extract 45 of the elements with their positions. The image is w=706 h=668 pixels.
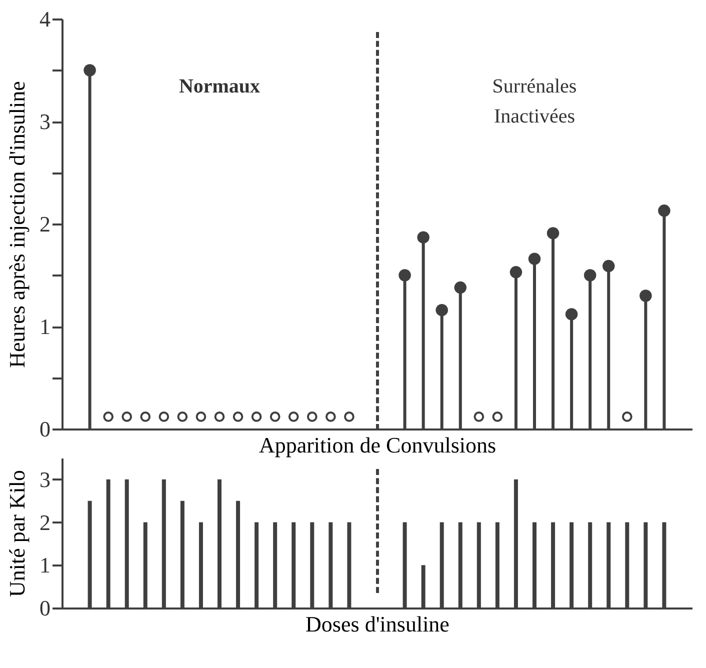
point [454, 281, 467, 294]
point [565, 308, 578, 320]
point [122, 412, 132, 422]
point [214, 412, 225, 422]
point [251, 412, 262, 422]
y-tick-label: 1 [40, 552, 50, 578]
point [140, 412, 151, 422]
point [546, 227, 560, 240]
point [436, 304, 448, 316]
x-axis-title: Apparition de Convulsions [258, 432, 496, 458]
annotation: Normaux [178, 75, 260, 98]
y-tick-label: 3 [40, 466, 50, 492]
point [640, 290, 652, 302]
point [398, 269, 411, 282]
point [232, 412, 244, 422]
point [288, 412, 299, 422]
y-tick-label: 2 [40, 212, 50, 236]
point [325, 412, 336, 422]
point [528, 252, 541, 265]
y-tick-label: 0 [40, 416, 50, 442]
point [177, 412, 188, 422]
y-tick-label: 0 [40, 596, 50, 620]
point [196, 412, 206, 422]
point [417, 231, 430, 244]
y-axis-title: Unité par Kilo [4, 470, 30, 598]
point [270, 412, 280, 422]
y-tick-label: 4 [40, 6, 50, 32]
y-tick-label: 2 [40, 510, 50, 535]
point [344, 412, 354, 422]
point [584, 269, 596, 282]
point [474, 412, 484, 422]
point [510, 266, 522, 278]
annotation: Surrénales Inactivées [492, 75, 577, 128]
point [658, 204, 670, 217]
point [84, 64, 96, 76]
y-axis-title: Heures après injection d'insuline [4, 81, 30, 368]
point [622, 412, 632, 422]
y-tick-label: 1 [40, 314, 50, 339]
x-axis-title: Doses d'insuline [306, 612, 450, 636]
point [158, 412, 170, 422]
point [306, 412, 318, 422]
point [492, 412, 503, 422]
point [103, 412, 114, 422]
point [602, 260, 615, 272]
y-tick-label: 3 [40, 109, 50, 134]
